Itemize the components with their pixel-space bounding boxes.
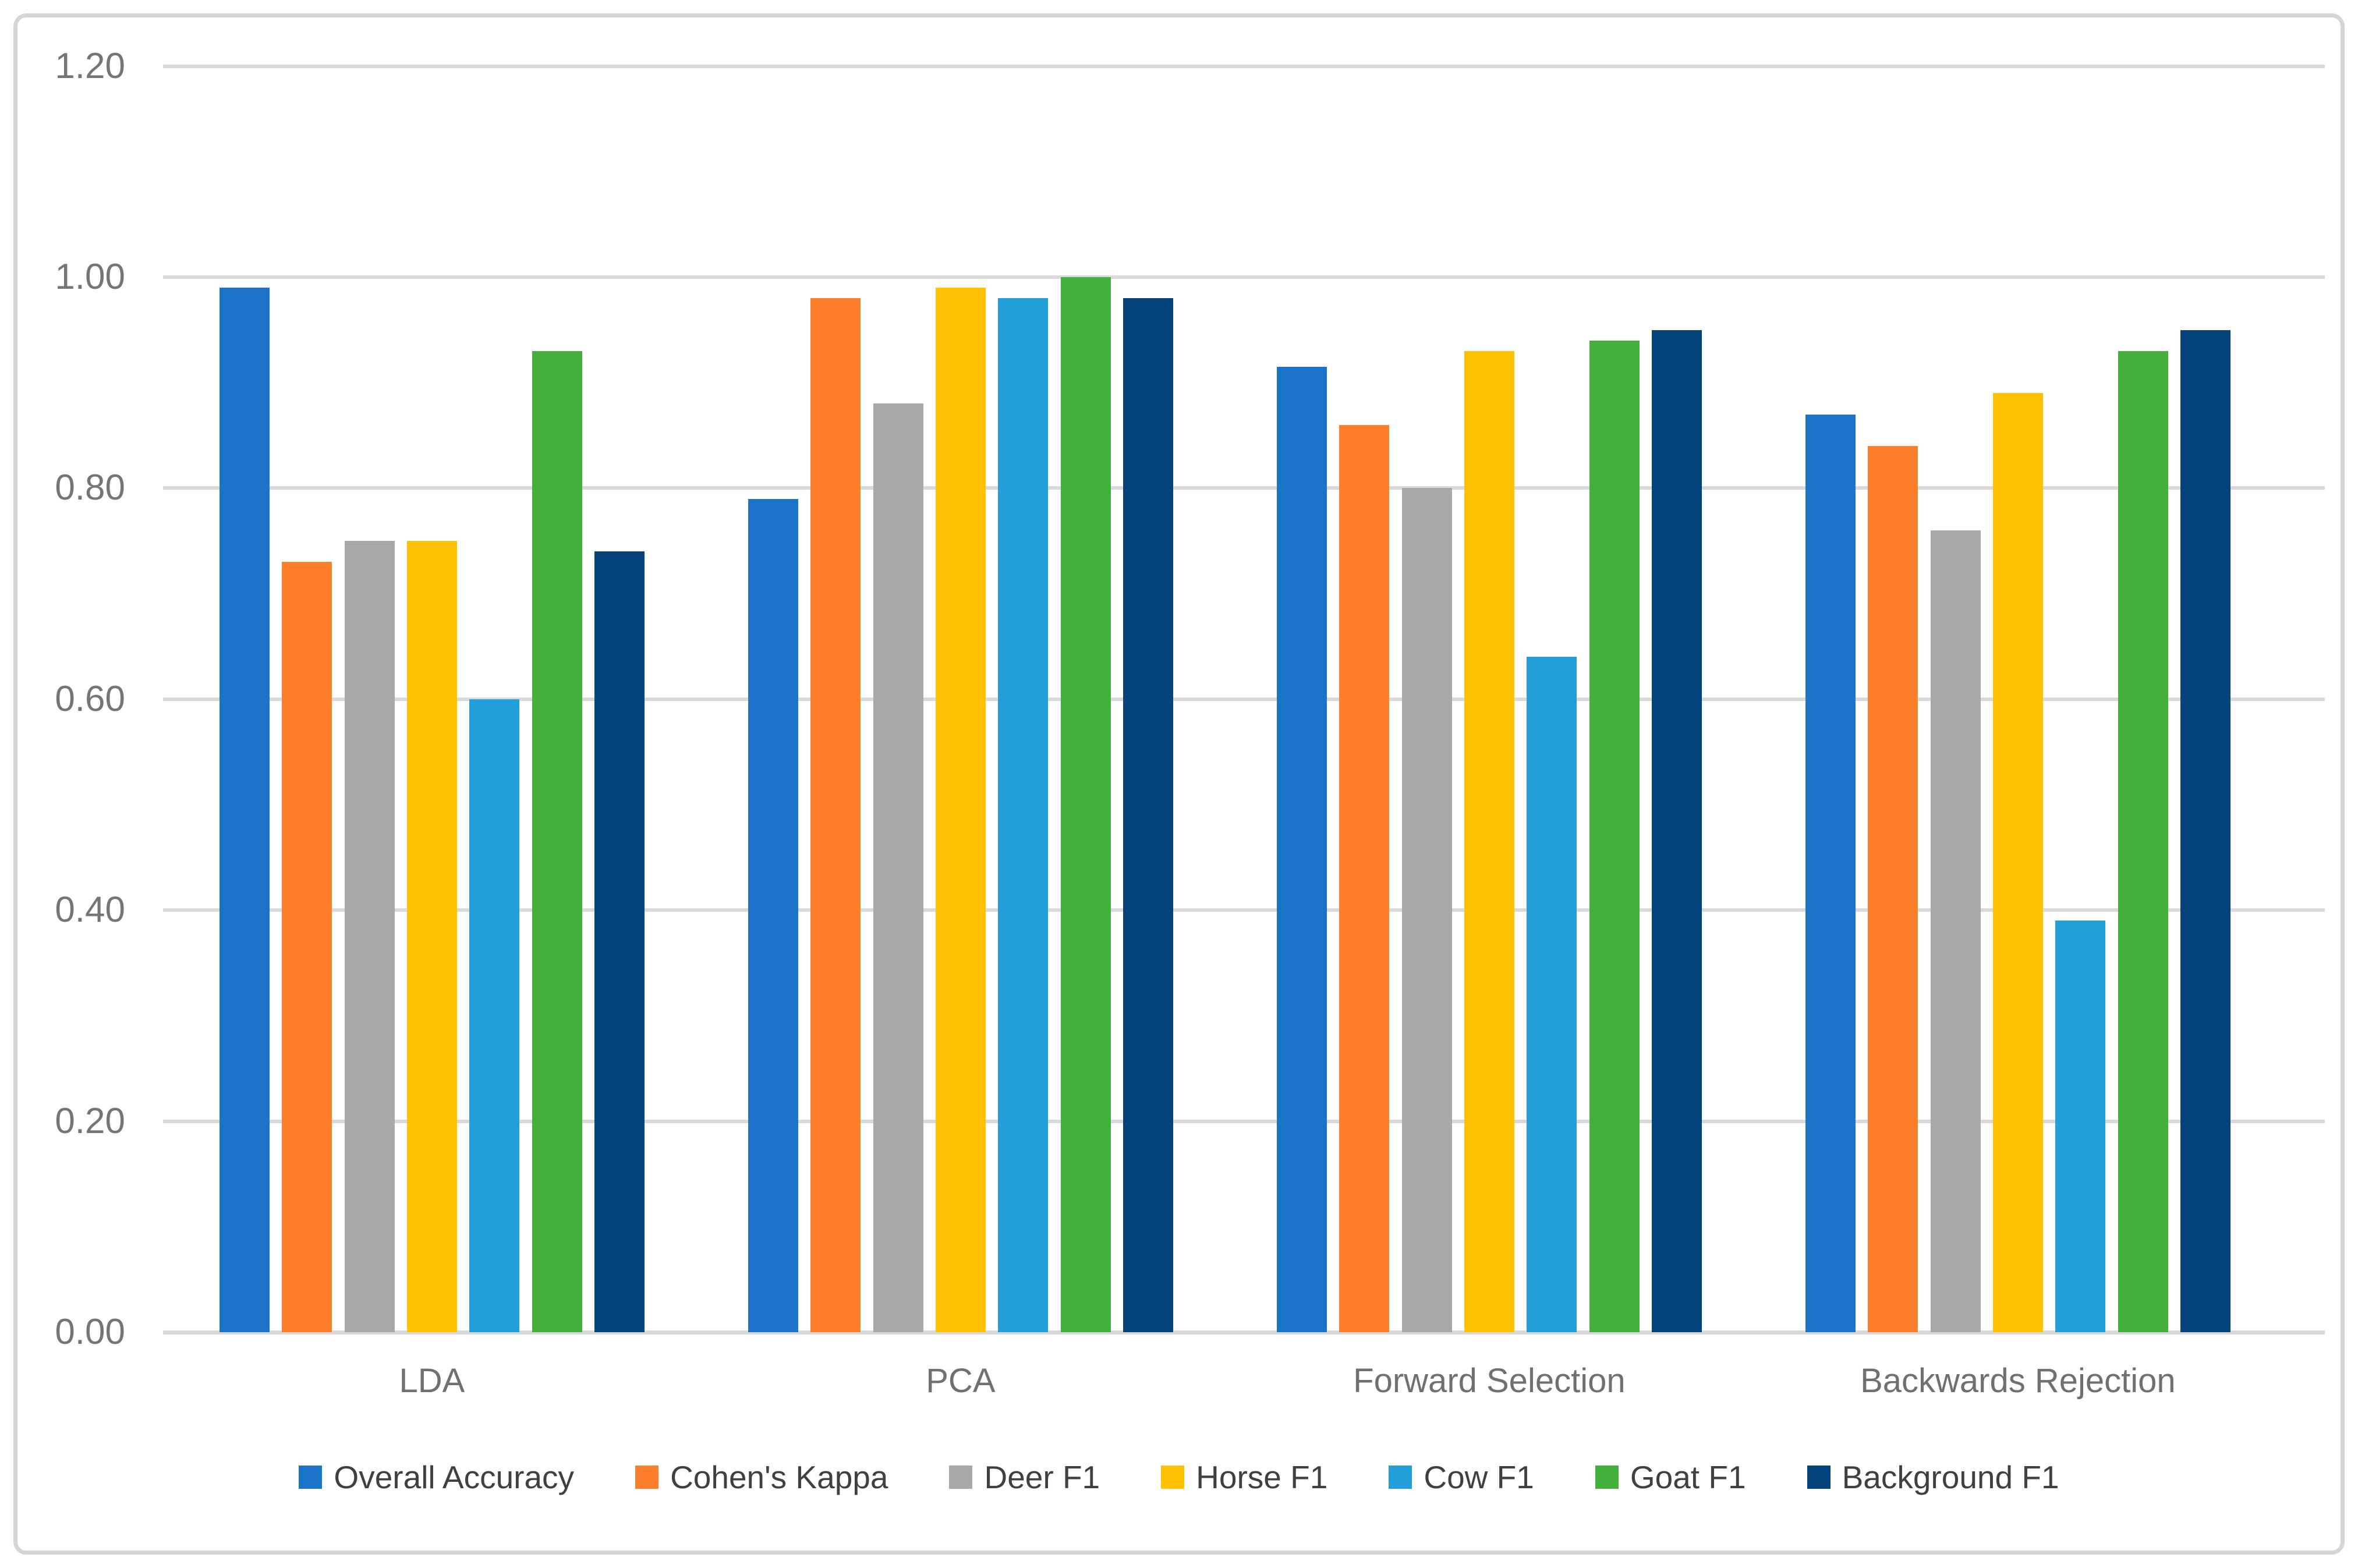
- bar-overall-accuracy-lda: [219, 288, 270, 1332]
- bar-cohen-s-kappa-lda: [282, 562, 332, 1332]
- bar-deer-f1-forward-selection: [1401, 488, 1452, 1332]
- gridline-0.20: [163, 1119, 2325, 1123]
- y-axis-tick-1.20: 1.20: [55, 45, 125, 86]
- bar-goat-f1-backwards-rejection: [2118, 351, 2168, 1332]
- y-axis-tick-1.00: 1.00: [55, 257, 125, 297]
- x-axis-label-lda: LDA: [399, 1362, 465, 1400]
- legend-swatch-icon-overall-accuracy: [299, 1466, 323, 1489]
- legend-swatch-icon-cohen-s-kappa: [635, 1466, 659, 1489]
- bar-background-f1-pca: [1123, 298, 1173, 1332]
- bar-cohen-s-kappa-forward-selection: [1339, 424, 1390, 1332]
- gridline-1.00: [163, 275, 2325, 279]
- y-axis-tick-0.20: 0.20: [55, 1100, 125, 1141]
- bar-cow-f1-forward-selection: [1527, 657, 1577, 1332]
- legend-label-horse-f1: Horse F1: [1196, 1459, 1328, 1495]
- bar-horse-f1-backwards-rejection: [1992, 393, 2043, 1332]
- legend-swatch-icon-cow-f1: [1389, 1466, 1412, 1489]
- bar-background-f1-backwards-rejection: [2180, 330, 2230, 1332]
- legend-entry-overall-accuracy: Overall Accuracy: [299, 1459, 574, 1496]
- y-axis-tick-0.40: 0.40: [55, 890, 125, 930]
- bar-cohen-s-kappa-pca: [810, 298, 861, 1332]
- y-axis-tick-0.60: 0.60: [55, 678, 125, 719]
- legend-entry-goat-f1: Goat F1: [1595, 1459, 1746, 1496]
- legend-swatch-icon-background-f1: [1807, 1466, 1831, 1489]
- y-axis-tick-0.80: 0.80: [55, 468, 125, 508]
- legend-label-cow-f1: Cow F1: [1424, 1459, 1534, 1495]
- bar-deer-f1-backwards-rejection: [1930, 530, 1981, 1332]
- bar-background-f1-forward-selection: [1651, 330, 1702, 1332]
- legend-label-cohen-s-kappa: Cohen's Kappa: [670, 1459, 888, 1495]
- legend-entry-cow-f1: Cow F1: [1389, 1459, 1534, 1496]
- bar-cow-f1-lda: [469, 699, 520, 1332]
- legend: Overall Accuracy Cohen's Kappa Deer F1 Hors…: [0, 1459, 2358, 1496]
- x-axis-label-pca: PCA: [926, 1362, 996, 1400]
- gridline-0.40: [163, 908, 2325, 912]
- legend-label-overall-accuracy: Overall Accuracy: [334, 1459, 575, 1495]
- bar-goat-f1-forward-selection: [1589, 340, 1640, 1332]
- legend-swatch-icon-deer-f1: [949, 1466, 973, 1489]
- gridline-0.60: [163, 697, 2325, 701]
- bar-horse-f1-forward-selection: [1464, 351, 1514, 1332]
- x-axis-label-backwards-rejection: Backwards Rejection: [1860, 1362, 2176, 1400]
- gridline-0.00: [163, 1330, 2325, 1335]
- bar-overall-accuracy-pca: [748, 498, 798, 1332]
- bar-goat-f1-pca: [1060, 277, 1111, 1332]
- gridline-1.20: [163, 64, 2325, 68]
- gridline-0.80: [163, 486, 2325, 490]
- bar-overall-accuracy-backwards-rejection: [1805, 414, 1856, 1332]
- bar-background-f1-lda: [594, 551, 645, 1332]
- legend-entry-horse-f1: Horse F1: [1161, 1459, 1327, 1496]
- bar-cow-f1-backwards-rejection: [2055, 921, 2106, 1332]
- legend-entry-deer-f1: Deer F1: [949, 1459, 1100, 1496]
- legend-label-goat-f1: Goat F1: [1630, 1459, 1746, 1495]
- legend-entry-background-f1: Background F1: [1807, 1459, 2059, 1496]
- legend-label-deer-f1: Deer F1: [984, 1459, 1100, 1495]
- bar-cow-f1-pca: [998, 298, 1049, 1332]
- bar-goat-f1-lda: [532, 351, 582, 1332]
- bar-deer-f1-pca: [873, 403, 923, 1332]
- legend-swatch-icon-goat-f1: [1595, 1466, 1619, 1489]
- bar-overall-accuracy-forward-selection: [1277, 367, 1327, 1332]
- bar-deer-f1-lda: [344, 541, 395, 1332]
- x-axis-label-forward-selection: Forward Selection: [1353, 1362, 1626, 1400]
- bar-horse-f1-lda: [406, 541, 457, 1332]
- bar-cohen-s-kappa-backwards-rejection: [1868, 445, 1918, 1332]
- y-axis-tick-0.00: 0.00: [55, 1312, 125, 1352]
- legend-entry-cohen-s-kappa: Cohen's Kappa: [635, 1459, 888, 1496]
- legend-label-background-f1: Background F1: [1842, 1459, 2059, 1495]
- bar-horse-f1-pca: [935, 288, 986, 1332]
- legend-swatch-icon-horse-f1: [1161, 1466, 1185, 1489]
